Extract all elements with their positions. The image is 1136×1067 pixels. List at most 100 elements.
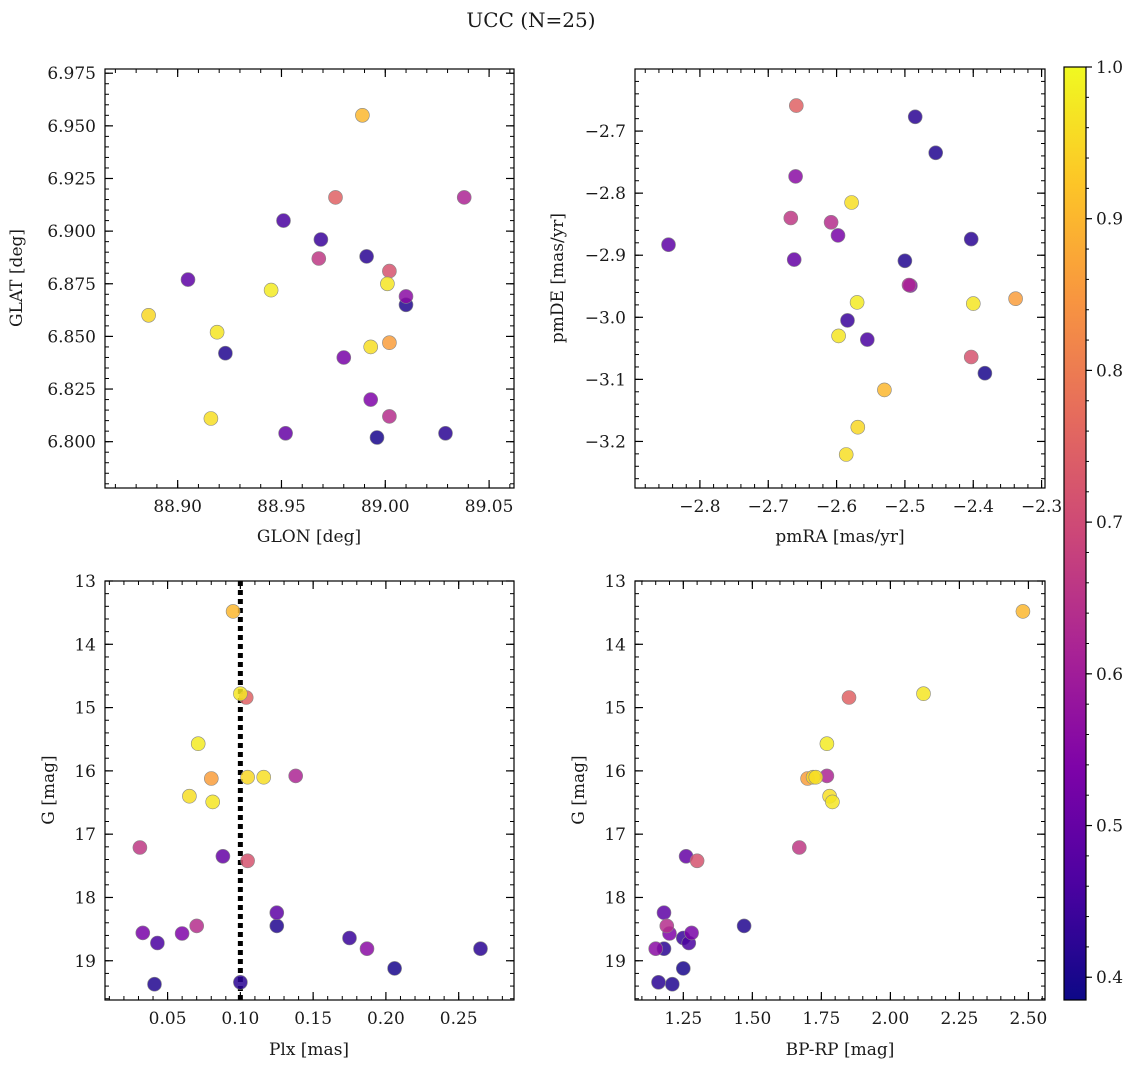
scatter-point <box>313 232 329 247</box>
scatter-point <box>205 794 220 810</box>
y-tick-label: 18 <box>74 888 96 908</box>
scatter-point <box>147 976 162 992</box>
scatter-point <box>240 853 255 869</box>
x-tick-label: −2.6 <box>816 497 857 517</box>
x-tick-label: 89.00 <box>361 497 410 517</box>
y-tick-label: 6.925 <box>47 169 96 189</box>
x-tick-label: 0.25 <box>440 1009 478 1029</box>
scatter-point <box>382 335 397 351</box>
x-tick-label: 88.90 <box>153 497 202 517</box>
scatter-point <box>278 425 293 441</box>
y-tick-label: 19 <box>74 952 96 972</box>
scatter-point <box>382 263 397 279</box>
x-tick-label: 0.15 <box>294 1009 332 1029</box>
y-tick-label: −3.2 <box>585 432 626 452</box>
y-tick-label: 6.800 <box>47 433 96 453</box>
panel-plx-g: 0.05 0.10 0.15 0.20 0.25 13 14 15 16 17 18 19 Plx [… <box>39 572 515 1060</box>
y-tick-label: 6.950 <box>47 117 96 137</box>
scatter-point <box>256 769 272 785</box>
y-axis-label: GLAT [deg] <box>7 229 27 327</box>
panel-frame <box>104 580 515 1001</box>
axis-ticks: 0.05 0.10 0.15 0.20 0.25 13 14 15 16 17 18 19 <box>74 572 514 1029</box>
scatter-point <box>659 918 675 934</box>
x-tick-label: 1.75 <box>802 1009 840 1029</box>
y-tick-label: −3.1 <box>585 370 626 390</box>
y-tick-label: 6.875 <box>47 275 96 295</box>
scatter-point <box>840 313 855 328</box>
scatter-point <box>783 210 799 226</box>
y-tick-label: 15 <box>74 699 96 719</box>
scatter-point <box>819 736 835 752</box>
panel-glon-glat: 88.90 88.95 89.00 89.05 6.800 6.825 6.850 6.875… <box>7 64 515 547</box>
scatter-point <box>897 253 913 269</box>
scatter-point <box>830 228 846 243</box>
x-tick-label: −2.8 <box>679 497 720 517</box>
scatter-point <box>150 935 165 951</box>
scatter-point <box>233 974 248 990</box>
y-tick-label: 19 <box>604 952 626 972</box>
x-tick-label: 2.00 <box>871 1009 909 1029</box>
y-tick-label: −2.7 <box>585 122 626 142</box>
scatter-point <box>215 848 231 864</box>
scatter-points <box>141 108 472 445</box>
scatter-point <box>456 190 472 205</box>
x-tick-label: 89.05 <box>465 497 514 517</box>
colorbar-tick-label: 0.9 <box>1096 210 1123 230</box>
scatter-point <box>849 295 865 310</box>
scatter-point <box>664 976 680 992</box>
scatter-point <box>841 690 857 705</box>
scatter-point <box>359 941 375 957</box>
scatter-point <box>398 289 414 304</box>
scatter-point <box>363 392 379 407</box>
colorbar-tick-label: 0.5 <box>1096 817 1123 837</box>
scatter-point <box>132 840 148 855</box>
colorbar: 0.4 0.5 0.6 0.7 0.8 0.9 1.0 <box>1063 58 1123 1001</box>
x-tick-label: 0.05 <box>149 1009 187 1029</box>
scatter-point <box>736 918 752 934</box>
scatter-point <box>689 853 705 869</box>
scatter-point <box>363 339 379 355</box>
panel-bprp-g: 1.25 1.50 1.75 2.00 2.25 2.50 13 14 15 16 17 18 19 B… <box>569 572 1047 1060</box>
scatter-point <box>182 788 197 804</box>
scatter-point <box>240 769 255 785</box>
scatter-points <box>132 581 488 1000</box>
scatter-point <box>786 252 802 267</box>
scatter-point <box>189 918 204 934</box>
x-tick-label: −2.4 <box>953 497 994 517</box>
scatter-points <box>661 98 1023 462</box>
scatter-point <box>788 98 804 113</box>
scatter-point <box>233 686 248 702</box>
scatter-point <box>808 769 824 785</box>
x-axis-label: pmRA [mas/yr] <box>775 527 904 547</box>
scatter-point <box>656 905 672 921</box>
colorbar-tick-label: 1.0 <box>1096 58 1123 78</box>
scatter-point <box>850 419 866 435</box>
y-tick-label: 16 <box>604 762 626 782</box>
scatter-point <box>276 213 291 228</box>
scatter-point <box>218 345 233 361</box>
x-axis-label: GLON [deg] <box>257 527 361 547</box>
y-tick-label: 6.900 <box>47 222 96 242</box>
scatter-point <box>209 324 225 340</box>
scatter-point <box>355 108 370 123</box>
panel-frame <box>634 580 1046 1001</box>
scatter-point <box>190 736 206 752</box>
y-axis-label: G [mag] <box>39 755 59 824</box>
colorbar-tick-label: 0.8 <box>1096 361 1123 381</box>
scatter-point <box>684 925 699 941</box>
scatter-point <box>963 349 979 365</box>
axis-ticks: 88.90 88.95 89.00 89.05 6.800 6.825 6.850 6.875… <box>47 64 514 517</box>
scatter-point <box>901 277 917 293</box>
colorbar-tick-label: 0.7 <box>1096 513 1123 533</box>
y-tick-label: 18 <box>604 888 626 908</box>
scatter-point <box>648 941 664 957</box>
y-tick-label: 6.975 <box>47 64 96 84</box>
scatter-point <box>380 276 395 292</box>
scatter-point <box>225 604 241 619</box>
scatter-point <box>916 686 931 702</box>
y-tick-label: −2.8 <box>585 184 626 204</box>
scatter-point <box>788 169 803 184</box>
x-axis-label: Plx [mas] <box>269 1040 349 1060</box>
scatter-point <box>174 926 190 941</box>
